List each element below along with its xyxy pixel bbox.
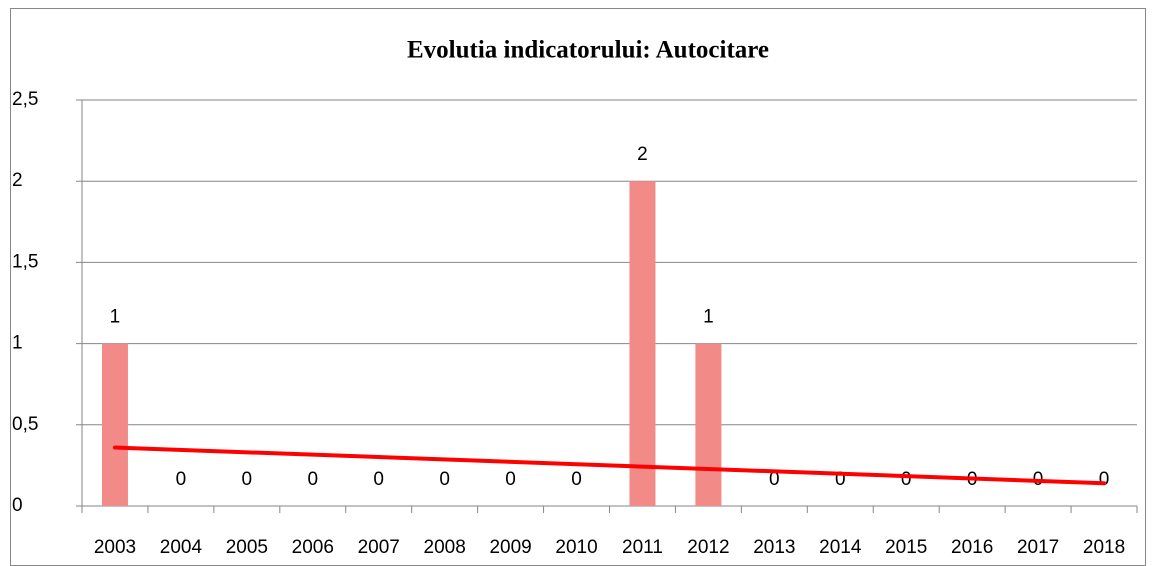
y-tick-label: 2 — [12, 170, 23, 191]
x-tick-label: 2006 — [292, 537, 334, 558]
x-tick-label: 2008 — [424, 537, 466, 558]
data-label: 0 — [242, 469, 253, 490]
data-label: 0 — [505, 469, 516, 490]
data-label: 0 — [769, 469, 780, 490]
y-tick-label: 0,5 — [12, 414, 38, 435]
x-tick-label: 2003 — [94, 537, 136, 558]
data-label: 0 — [1099, 469, 1110, 490]
data-label: 1 — [110, 307, 121, 328]
data-label: 1 — [703, 307, 714, 328]
data-label: 2 — [637, 144, 648, 165]
x-tick-label: 2018 — [1083, 537, 1125, 558]
data-label: 0 — [439, 469, 450, 490]
y-tick-label: 1 — [12, 333, 23, 354]
data-label: 0 — [901, 469, 912, 490]
bar — [101, 343, 128, 506]
data-label: 0 — [176, 469, 187, 490]
x-tick-label: 2016 — [951, 537, 993, 558]
x-tick-label: 2004 — [160, 537, 203, 558]
x-tick-label: 2015 — [885, 537, 927, 558]
x-tick-label: 2011 — [622, 537, 663, 558]
data-label: 0 — [835, 469, 846, 490]
bar — [695, 343, 722, 506]
bar — [629, 181, 656, 506]
y-tick-label: 1,5 — [12, 251, 38, 272]
data-label: 0 — [307, 469, 318, 490]
chart-border — [10, 8, 1146, 566]
x-tick-label: 2017 — [1017, 537, 1059, 558]
x-tick-label: 2012 — [687, 537, 729, 558]
trendline — [112, 445, 1107, 486]
x-tick-label: 2014 — [819, 537, 862, 558]
data-label: 0 — [571, 469, 582, 490]
y-tick-label: 0 — [12, 495, 23, 516]
x-tick-label: 2007 — [358, 537, 400, 558]
y-tick-label: 2,5 — [12, 89, 38, 110]
x-tick-label: 2005 — [226, 537, 268, 558]
x-tick-label: 2009 — [489, 537, 531, 558]
x-tick-label: 2013 — [753, 537, 795, 558]
chart-title: Evolutia indicatorului: Autocitare — [407, 37, 769, 64]
data-label: 0 — [373, 469, 384, 490]
x-tick-label: 2010 — [555, 537, 597, 558]
